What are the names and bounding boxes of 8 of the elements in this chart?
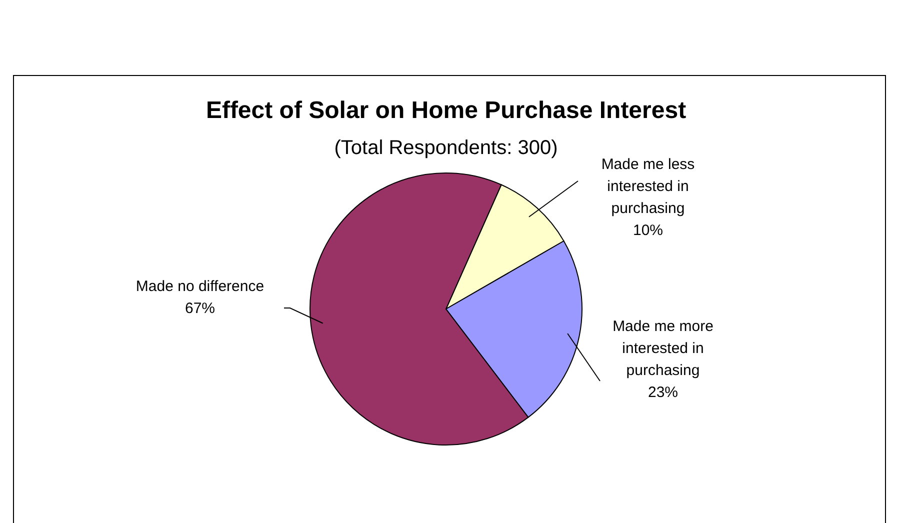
slice-label: Made no difference [136, 278, 264, 295]
slice-label: Made me more interested in purchasing [612, 318, 714, 379]
data-label: 10% [632, 222, 664, 239]
chart-subtitle: (Total Respondents: 300) [334, 137, 558, 159]
slice-label: Made me less interested in purchasing [601, 156, 695, 217]
data-label: 67% [184, 300, 216, 317]
chart-title: Effect of Solar on Home Purchase Interest [206, 97, 686, 124]
data-label: 23% [648, 384, 678, 401]
